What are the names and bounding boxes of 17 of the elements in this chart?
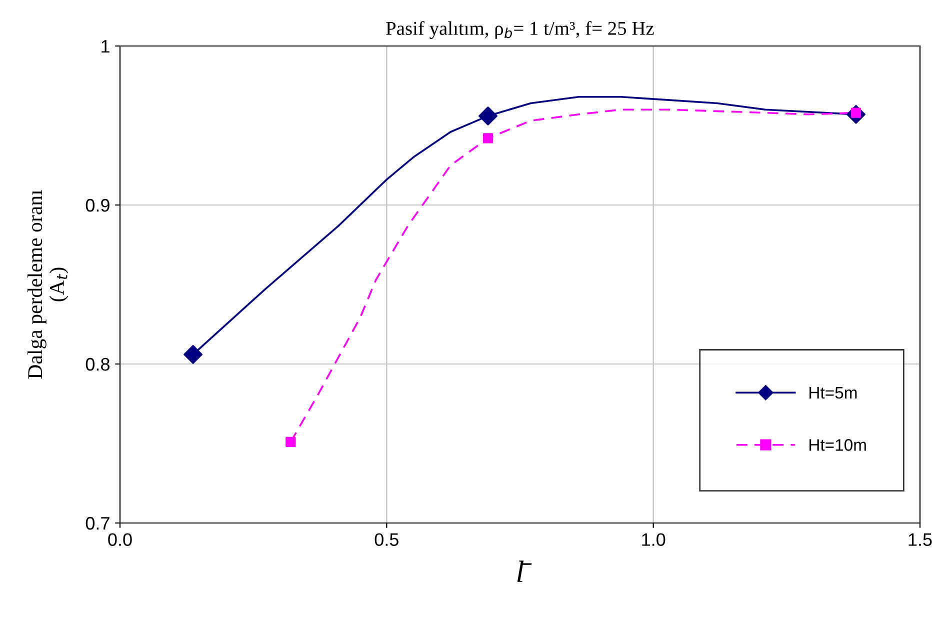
y-tick-label: 0.9 [86,198,110,212]
point [478,106,498,126]
legend-label: Ht=10m [810,439,866,451]
legend-label: Ht=5m [810,387,857,399]
x-tick-label: 1.5 [908,533,932,546]
y-axis-title: Dalga perdeleme oranı (A$_{t}$) [27,190,68,379]
chart-title: Pasif yalıtım, ρ$_{b}$= 1 t/m³, f= 25 Hz [386,21,654,39]
x-tick-label: 0.0 [108,533,132,546]
x-tick-label: 1.0 [642,533,666,546]
x-axis-title: l̄ [517,560,532,582]
y-tick-label: 0.7 [86,516,110,530]
point [286,436,296,447]
point [482,133,494,144]
x-tick-label: 0.5 [374,533,398,546]
y-tick-label: 0.8 [86,358,110,371]
point [184,344,203,364]
y-tick-label: 1 [102,40,110,53]
